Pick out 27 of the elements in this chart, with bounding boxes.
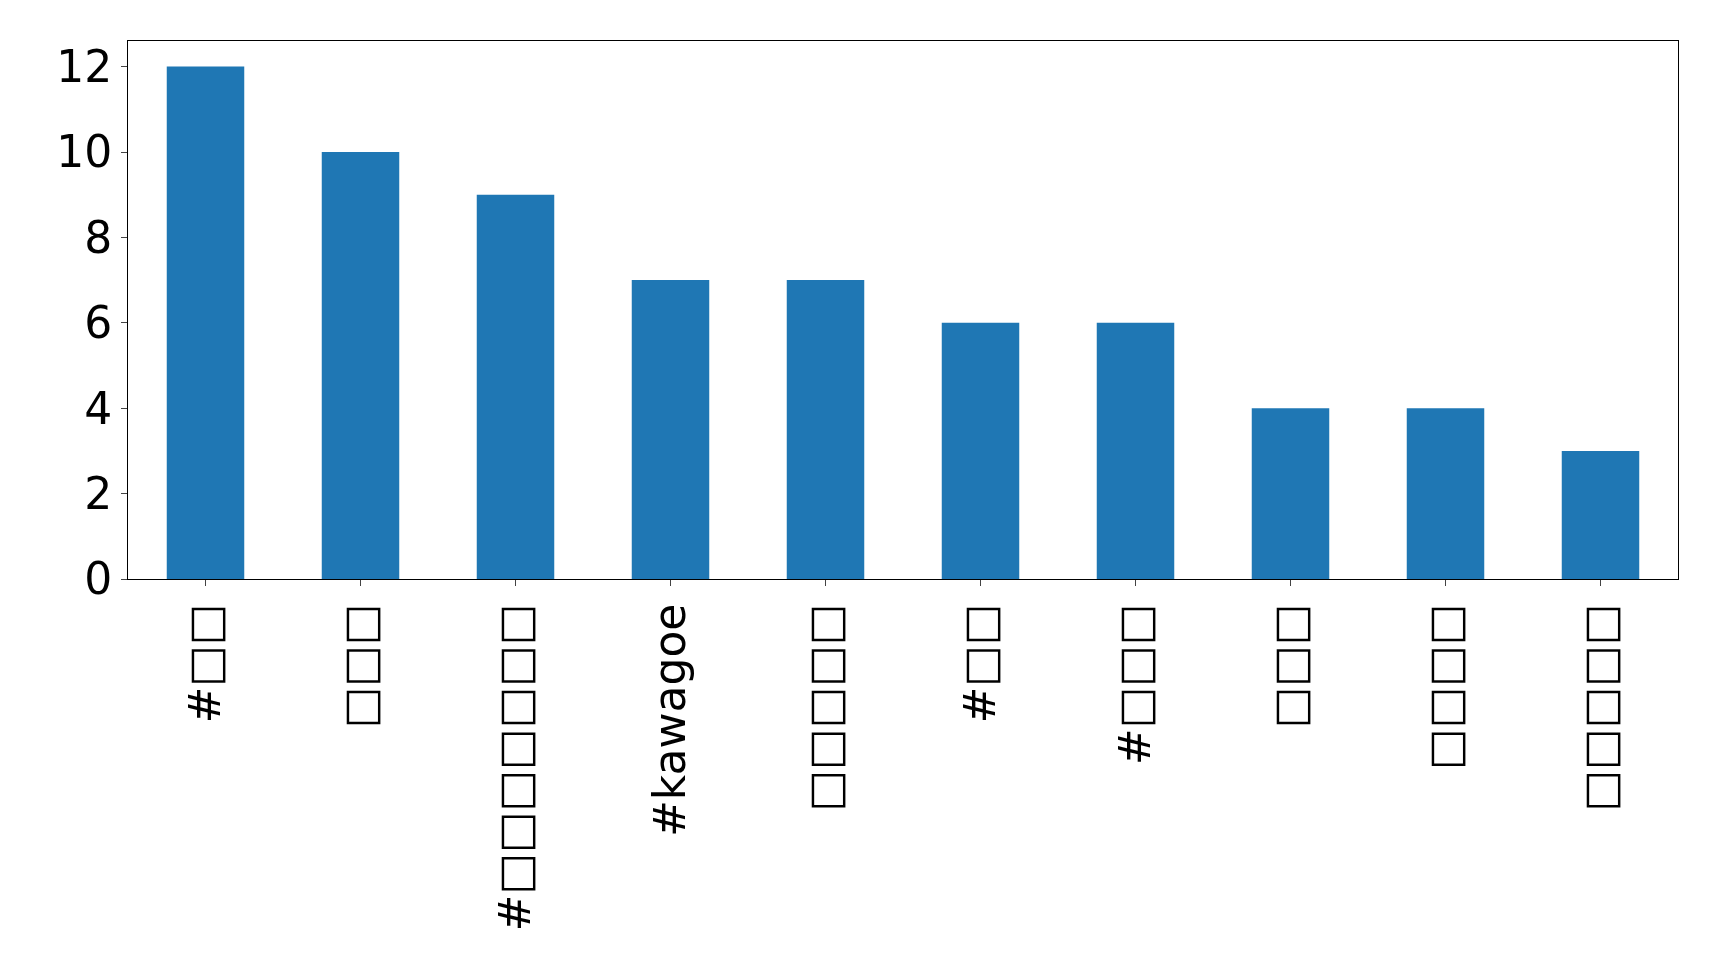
x-tick-label: □□□□□ xyxy=(1573,603,1625,812)
bar xyxy=(1096,322,1175,579)
bar xyxy=(941,322,1020,579)
y-tick-label: 0 xyxy=(84,553,113,605)
y-tick-label: 2 xyxy=(84,468,113,519)
y-tick-label: 6 xyxy=(84,297,113,349)
x-tick-label: □□□□□ xyxy=(798,603,850,812)
y-tick-label: 4 xyxy=(84,382,113,434)
bar xyxy=(166,66,245,579)
x-tick-label: #□□□ xyxy=(1108,603,1160,766)
bar xyxy=(786,280,865,579)
x-tick-label: #□□ xyxy=(178,603,230,724)
bar xyxy=(1406,408,1485,579)
x-tick-label: #□□□□□□□ xyxy=(488,603,540,932)
x-tick-label: □□□ xyxy=(1263,603,1315,729)
x-tick-label: #kawagoe xyxy=(643,603,695,838)
bar xyxy=(476,194,555,579)
bar xyxy=(321,152,400,579)
x-tick-label: #□□ xyxy=(953,603,1005,724)
x-tick-label: □□□ xyxy=(333,603,385,729)
bar xyxy=(1561,450,1640,579)
y-tick-label: 10 xyxy=(56,126,113,178)
y-tick-label: 12 xyxy=(56,41,113,93)
bar xyxy=(631,280,710,579)
bar xyxy=(1251,408,1330,579)
x-tick-label: □□□□ xyxy=(1418,603,1470,770)
y-tick-label: 8 xyxy=(84,211,113,263)
